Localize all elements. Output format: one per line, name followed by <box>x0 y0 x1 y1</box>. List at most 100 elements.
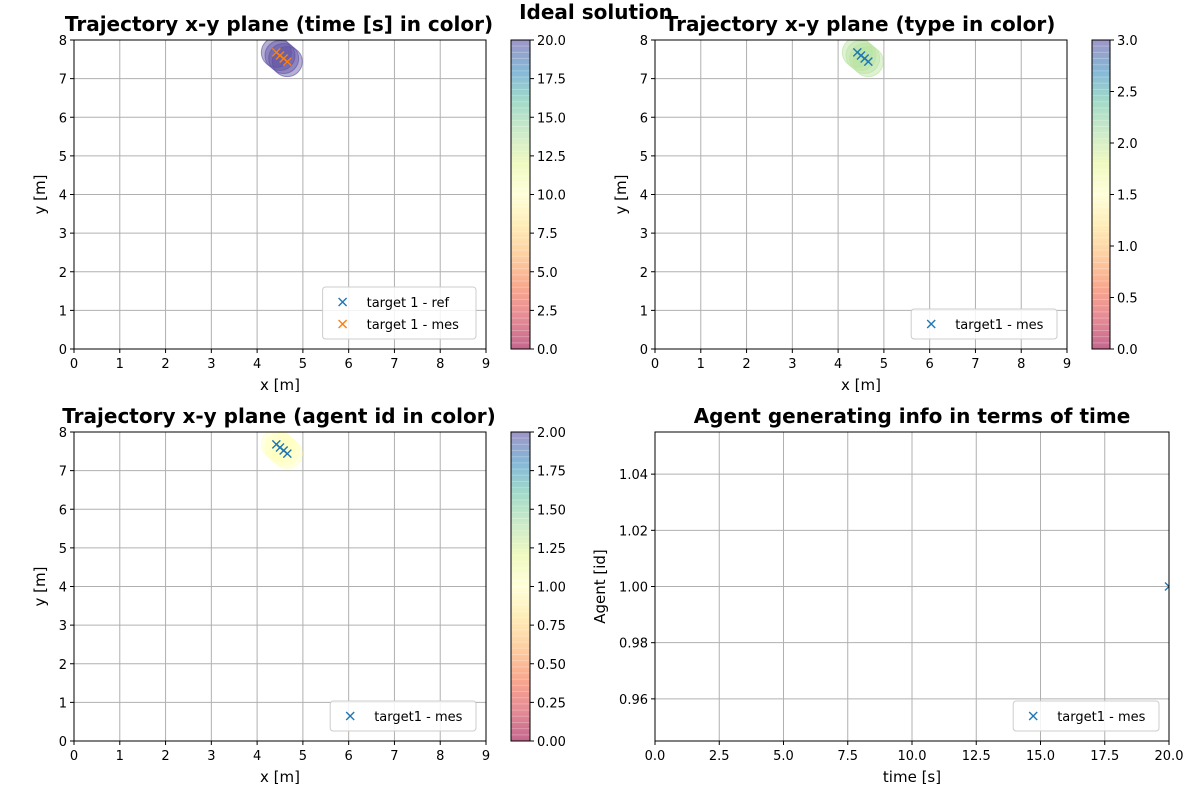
x-tick-label: 7 <box>390 357 398 372</box>
x-tick-label: 20.0 <box>1155 749 1184 764</box>
y-axis-label: Agent [id] <box>591 549 609 624</box>
chart-title: Trajectory x-y plane (type in color) <box>665 12 1056 36</box>
colorbar-tick-label: 2.5 <box>537 304 558 319</box>
y-tick-label: 1.02 <box>619 524 648 539</box>
y-tick-label: 4 <box>59 581 67 596</box>
x-tick-label: 0 <box>651 357 659 372</box>
axes-frame <box>73 39 487 350</box>
y-tick-label: 0.98 <box>619 637 648 652</box>
axes-frame <box>654 39 1068 350</box>
plot-area <box>841 40 884 78</box>
x-tick-label: 9 <box>482 357 490 372</box>
colorbar-gradient <box>511 432 530 741</box>
x-tick-label: 8 <box>436 749 444 764</box>
y-tick-label: 7 <box>640 73 648 88</box>
data-point <box>863 57 873 67</box>
x-tick-label: 7.5 <box>837 749 858 764</box>
x-tick-label: 6 <box>926 357 934 372</box>
axes-frame <box>73 431 487 742</box>
data-point <box>1164 582 1169 591</box>
y-tick-label: 0 <box>59 735 67 750</box>
y-tick-label: 4 <box>59 189 67 204</box>
y-tick-label: 3 <box>59 227 67 242</box>
x-tick-label: 5 <box>880 357 888 372</box>
chart-title: Agent generating info in terms of time <box>694 404 1131 428</box>
colorbar: 0.0 0.5 1.0 1.5 2.0 2.5 3.0 <box>1091 34 1138 358</box>
x-tick-label: 2 <box>161 749 169 764</box>
y-tick-label: 6 <box>59 111 67 126</box>
legend-marker <box>338 297 348 307</box>
colorbar-tick-label: 3.0 <box>1117 34 1138 49</box>
legend-marker <box>338 319 348 329</box>
legend-marker <box>1028 711 1038 721</box>
chart-title: Trajectory x-y plane (time [s] in color) <box>65 12 493 36</box>
x-tick-label: 17.5 <box>1090 749 1119 764</box>
colorbar-tick-label: 0.50 <box>537 658 566 673</box>
y-tick-label: 5 <box>640 150 648 165</box>
y-tick-label: 8 <box>59 34 67 49</box>
chart-1: Trajectory x-y plane (time [s] in color)… <box>31 12 566 394</box>
x-tick-label: 4 <box>253 749 261 764</box>
x-tick-label: 6 <box>345 357 353 372</box>
data-point <box>282 449 292 459</box>
legend-box <box>910 308 1058 340</box>
y-tick-label: 8 <box>59 426 67 441</box>
x-tick-label: 2 <box>161 357 169 372</box>
y-tick-label: 6 <box>640 111 648 126</box>
colorbar-tick-label: 10.0 <box>537 189 566 204</box>
x-tick-label: 7 <box>971 357 979 372</box>
colorbar-gradient <box>511 40 530 349</box>
x-tick-label: 5 <box>299 357 307 372</box>
legend-box <box>322 286 477 340</box>
x-tick-label: 3 <box>788 357 796 372</box>
chart-2: Trajectory x-y plane (type in color) 0 1 2 3… <box>612 12 1138 394</box>
y-tick-label: 5 <box>59 150 67 165</box>
colorbar-tick-label: 0.5 <box>1117 292 1138 307</box>
colorbar-tick-label: 20.0 <box>537 34 566 49</box>
colorbar-gradient <box>1092 40 1110 349</box>
x-tick-label: 2.5 <box>709 749 730 764</box>
x-tick-label: 4 <box>834 357 842 372</box>
y-tick-label: 1 <box>640 304 648 319</box>
colorbar-tick-label: 2.5 <box>1117 86 1138 101</box>
y-axis-label: y [m] <box>612 175 630 215</box>
legend-entry: target 1 - mes <box>367 318 460 333</box>
chart-4: Agent generating info in terms of time 0.… <box>591 404 1183 786</box>
colorbar-tick-label: 7.5 <box>537 227 558 242</box>
y-tick-label: 7 <box>59 73 67 88</box>
x-tick-label: 12.5 <box>962 749 991 764</box>
legend: target1 - mes <box>1012 700 1160 732</box>
chart-title: Trajectory x-y plane (agent id in color) <box>62 404 496 428</box>
plot-area <box>260 40 303 78</box>
x-tick-label: 9 <box>1063 357 1071 372</box>
x-tick-label: 2 <box>742 357 750 372</box>
data-point <box>282 57 292 67</box>
legend-box <box>329 700 477 732</box>
legend-marker <box>926 319 936 329</box>
legend: target1 - mes <box>910 308 1058 340</box>
axes-frame <box>654 431 1170 742</box>
y-axis-label: y [m] <box>31 175 49 215</box>
x-tick-label: 5 <box>299 749 307 764</box>
y-tick-label: 1.04 <box>619 468 648 483</box>
x-tick-label: 6 <box>345 749 353 764</box>
x-tick-label: 0 <box>70 357 78 372</box>
colorbar-tick-label: 15.0 <box>537 111 566 126</box>
colorbar-tick-label: 1.25 <box>537 542 566 557</box>
x-tick-label: 3 <box>207 357 215 372</box>
y-tick-label: 4 <box>640 189 648 204</box>
y-tick-label: 6 <box>59 503 67 518</box>
colorbar-tick-label: 0.0 <box>1117 343 1138 358</box>
x-tick-label: 0.0 <box>645 749 666 764</box>
x-tick-label: 10.0 <box>898 749 927 764</box>
chart-3: Trajectory x-y plane (agent id in color)… <box>31 404 566 786</box>
x-tick-label: 4 <box>253 357 261 372</box>
colorbar-tick-label: 1.0 <box>1117 240 1138 255</box>
x-tick-label: 8 <box>436 357 444 372</box>
x-tick-label: 1 <box>697 357 705 372</box>
colorbar-tick-label: 1.00 <box>537 581 566 596</box>
x-axis-label: x [m] <box>260 768 300 786</box>
colorbar-tick-label: 12.5 <box>537 150 566 165</box>
x-tick-label: 5.0 <box>773 749 794 764</box>
y-tick-label: 3 <box>59 619 67 634</box>
